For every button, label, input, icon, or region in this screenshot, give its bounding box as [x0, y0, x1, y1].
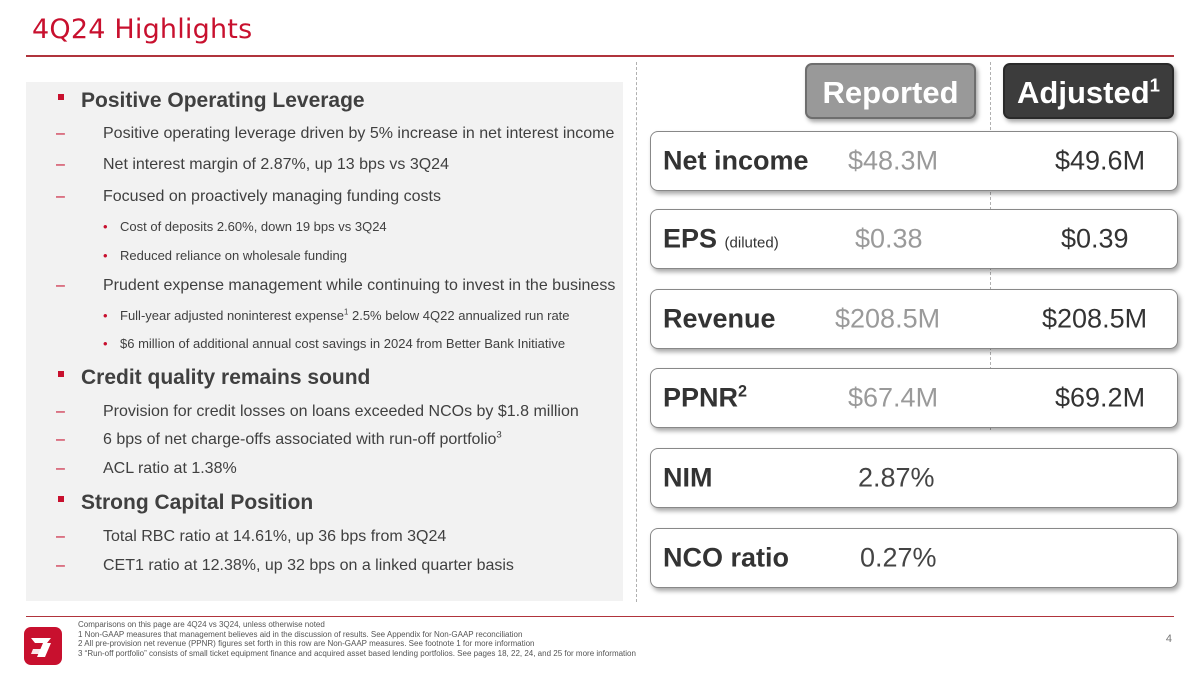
dot-bullet-icon: •: [103, 308, 108, 323]
metric-ppnr: PPNR2 $67.4M $69.2M: [650, 368, 1178, 428]
bullet-item: –6 bps of net charge-offs associated wit…: [56, 429, 502, 448]
reported-value: $0.38: [855, 223, 923, 254]
reported-value: $48.3M: [848, 145, 939, 176]
adjusted-value: $0.39: [1061, 223, 1129, 254]
logo-icon: [31, 638, 51, 657]
page-number: 4: [1165, 633, 1172, 645]
bullet-heading: Positive Operating Leverage: [58, 89, 365, 113]
dot-bullet-icon: •: [103, 336, 108, 351]
dash-bullet-icon: –: [56, 557, 65, 574]
dash-bullet-icon: –: [56, 156, 65, 173]
dash-bullet-icon: –: [56, 188, 65, 205]
dash-bullet-icon: –: [56, 460, 65, 477]
metric-value: 2.87%: [858, 462, 935, 493]
page-title: 4Q24 Highlights: [32, 14, 253, 45]
footnote: Comparisons on this page are 4Q24 vs 3Q2…: [78, 620, 325, 629]
metric-label: NCO ratio: [663, 542, 790, 573]
metric-eps: EPS (diluted) $0.38 $0.39: [650, 209, 1178, 269]
adjusted-value: $208.5M: [1042, 303, 1148, 334]
reported-value: $208.5M: [835, 303, 941, 334]
footer-divider: [26, 616, 1174, 617]
metric-label: EPS (diluted): [663, 223, 779, 254]
metric-net-income: Net income $48.3M $49.6M: [650, 131, 1178, 191]
square-bullet-icon: [58, 371, 64, 377]
metric-label: Revenue: [663, 303, 776, 334]
bullet-item: – Focused on proactively managing funding…: [56, 188, 441, 205]
dash-bullet-icon: –: [56, 125, 65, 142]
metric-value: 0.27%: [860, 542, 937, 573]
highlights-panel: Positive Operating Leverage – Positive op…: [26, 82, 623, 601]
bullet-item: – CET1 ratio at 12.38%, up 32 bps on a li…: [56, 557, 514, 574]
metric-label: PPNR2: [663, 382, 748, 413]
square-bullet-icon: [58, 496, 64, 502]
adjusted-header: Adjusted1: [1003, 63, 1174, 119]
reported-value: $67.4M: [848, 382, 939, 413]
bullet-heading: Strong Capital Position: [58, 491, 313, 515]
bullet-item: – Prudent expense management while contin…: [56, 277, 616, 294]
metric-label: Net income: [663, 145, 809, 176]
column-divider: [636, 62, 637, 602]
metric-revenue: Revenue $208.5M $208.5M: [650, 289, 1178, 349]
bullet-item: – Total RBC ratio at 14.61%, up 36 bps fr…: [56, 528, 447, 545]
bullet-item: – Net interest margin of 2.87%, up 13 bps…: [56, 156, 449, 173]
dash-bullet-icon: –: [56, 277, 65, 294]
dot-bullet-icon: •: [103, 248, 108, 263]
dash-bullet-icon: –: [56, 403, 65, 420]
dot-bullet-icon: •: [103, 219, 108, 234]
footnotes: Comparisons on this page are 4Q24 vs 3Q2…: [78, 620, 636, 658]
dash-bullet-icon: –: [56, 431, 65, 448]
company-logo: [24, 627, 62, 665]
bullet-item: – ACL ratio at 1.38%: [56, 460, 237, 477]
bullet-item: – Positive operating leverage driven by 5…: [56, 125, 615, 142]
bullet-item: – Provision for credit losses on loans ex…: [56, 403, 579, 420]
title-divider: [26, 55, 1174, 57]
metric-label: NIM: [663, 462, 713, 493]
footnote: 2 All pre-provision net revenue (PPNR) f…: [78, 639, 535, 648]
adjusted-value: $49.6M: [1055, 145, 1146, 176]
sub-bullet-item: • Cost of deposits 2.60%, down 19 bps vs …: [103, 219, 387, 234]
sub-bullet-item: • Reduced reliance on wholesale funding: [103, 248, 347, 263]
sub-bullet-item: • Full-year adjusted noninterest expense1…: [103, 307, 570, 323]
adjusted-value: $69.2M: [1055, 382, 1146, 413]
metric-nim: NIM 2.87%: [650, 448, 1178, 508]
dash-bullet-icon: –: [56, 528, 65, 545]
footnote: 3 “Run-off portfolio” consists of small …: [78, 648, 636, 658]
reported-header: Reported: [805, 63, 976, 119]
sub-bullet-item: • $6 million of additional annual cost sa…: [103, 336, 566, 351]
footnote: 1 Non-GAAP measures that management beli…: [78, 629, 523, 639]
square-bullet-icon: [58, 94, 64, 100]
metric-nco-ratio: NCO ratio 0.27%: [650, 528, 1178, 588]
bullet-heading: Credit quality remains sound: [58, 366, 370, 390]
